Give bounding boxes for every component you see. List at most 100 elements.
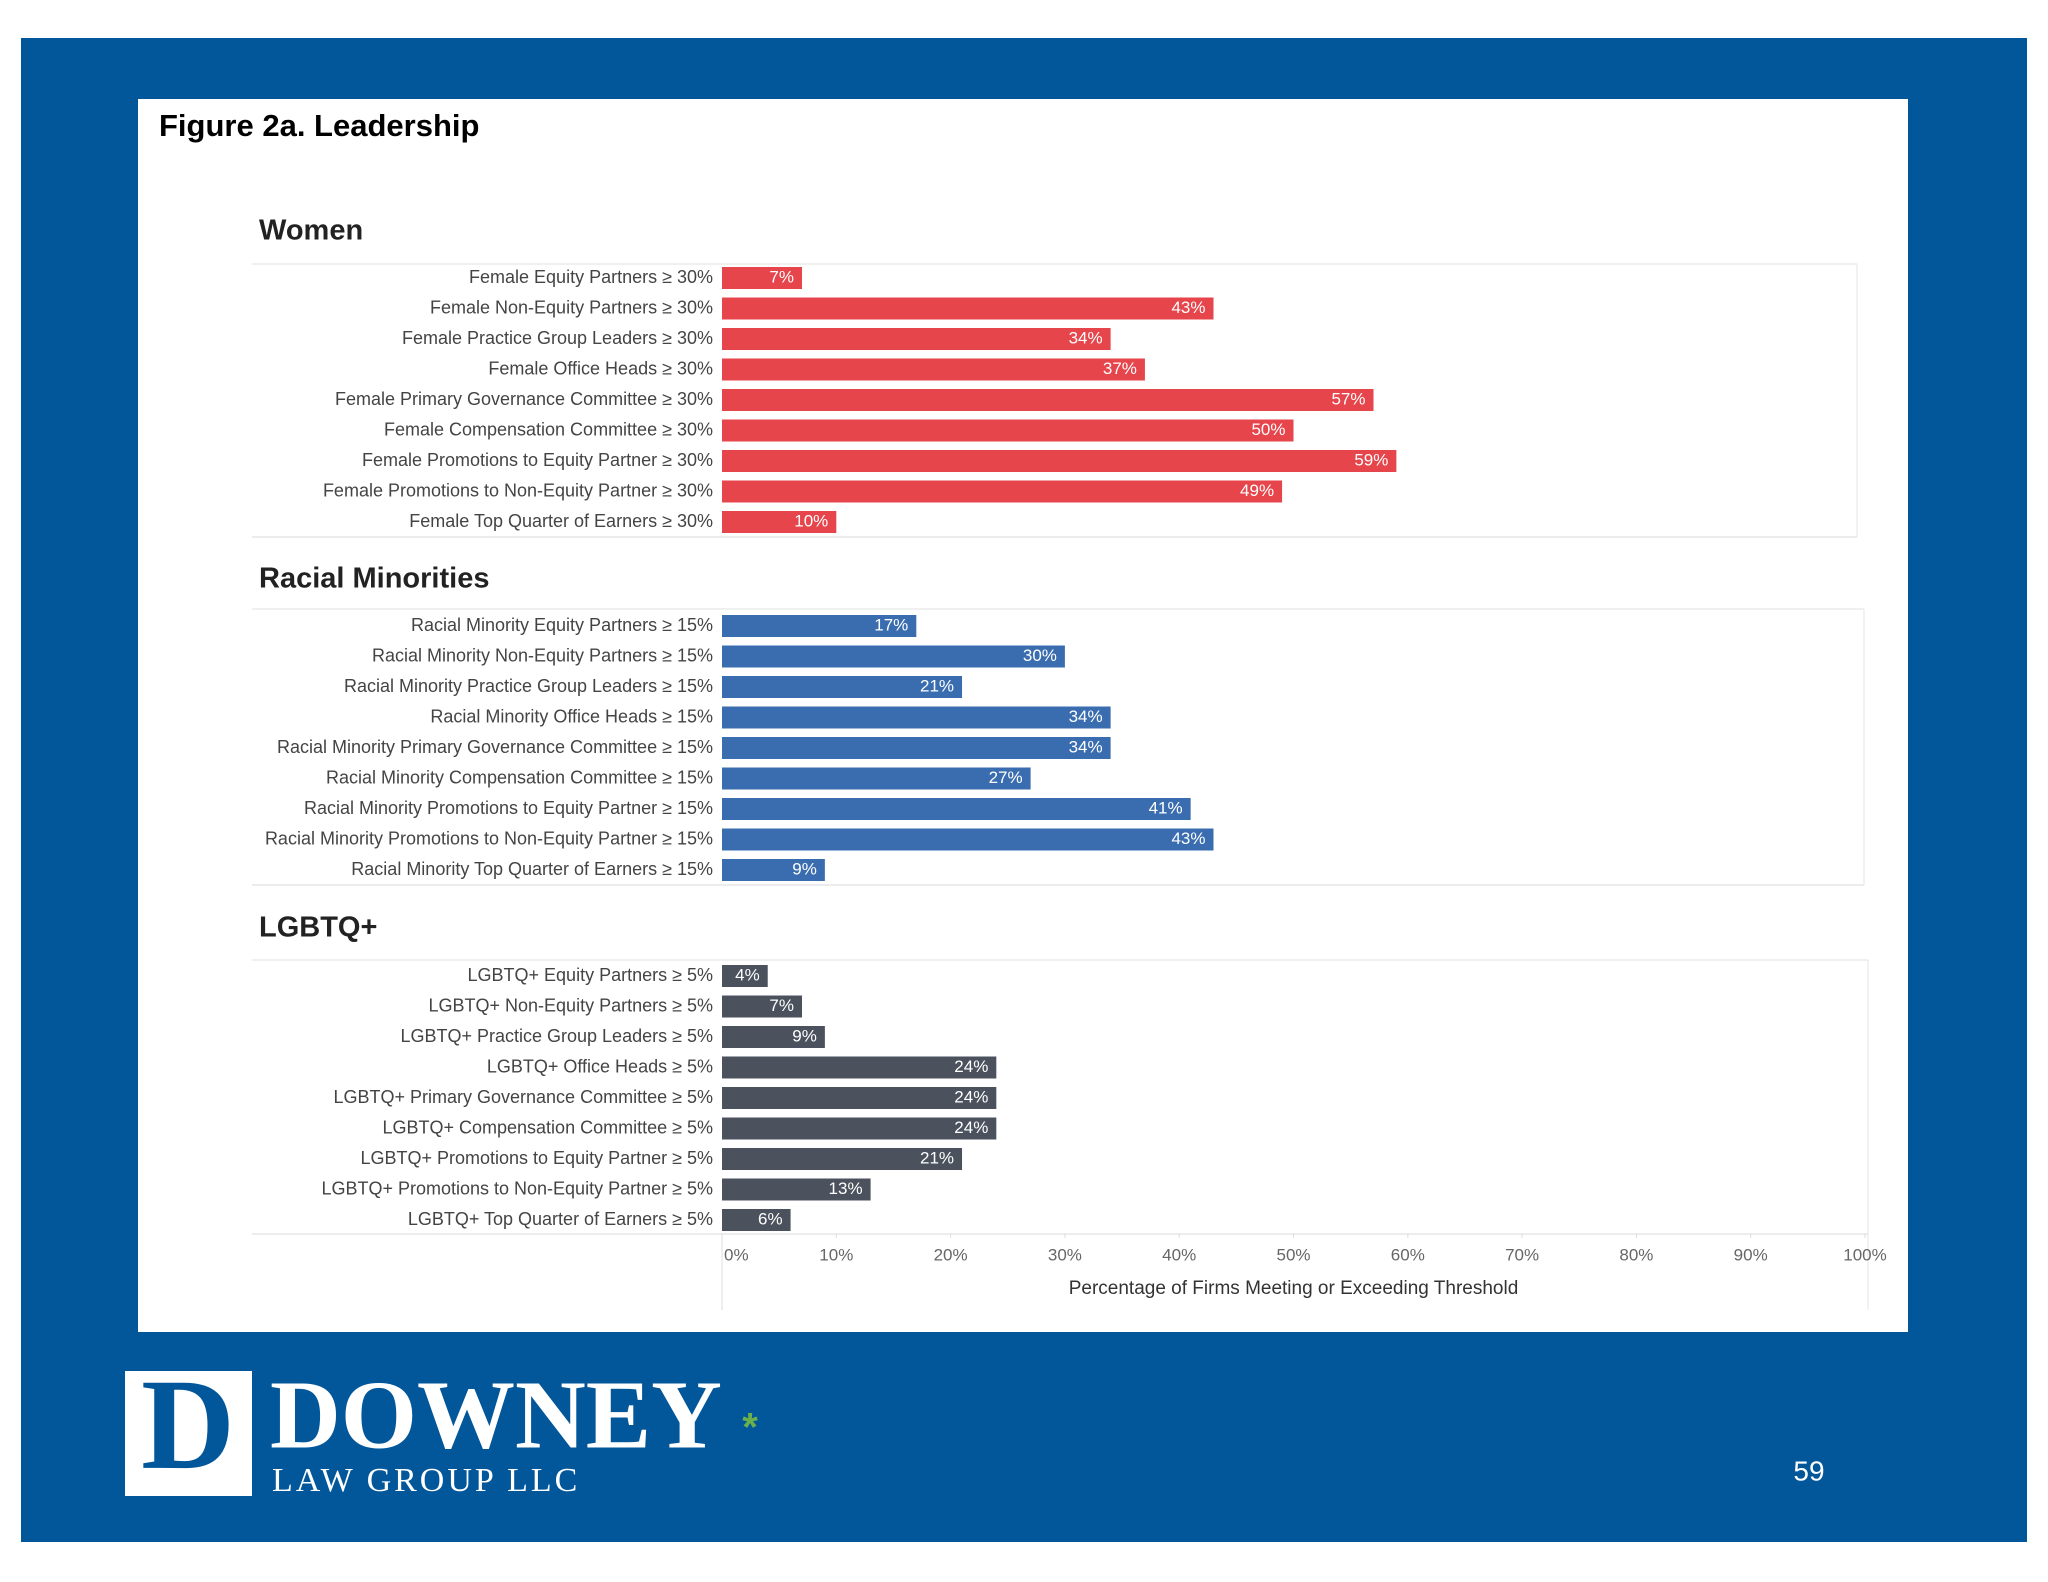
bar xyxy=(722,965,768,987)
bar xyxy=(722,737,1111,759)
value-label: 27% xyxy=(989,768,1023,787)
category-label: Racial Minority Primary Governance Commi… xyxy=(277,737,713,757)
category-label: LGBTQ+ Promotions to Equity Partner ≥ 5% xyxy=(360,1148,713,1168)
x-tick-label: 40% xyxy=(1162,1245,1196,1264)
category-label: Female Primary Governance Committee ≥ 30… xyxy=(335,389,713,409)
bar xyxy=(722,1178,871,1201)
bar xyxy=(722,859,825,881)
category-label: Female Promotions to Equity Partner ≥ 30… xyxy=(362,450,713,470)
bar xyxy=(722,615,917,637)
x-tick-label: 30% xyxy=(1048,1245,1082,1264)
page-number: 59 xyxy=(1793,1455,1824,1486)
category-label: LGBTQ+ Non-Equity Partners ≥ 5% xyxy=(429,995,714,1015)
category-label: Racial Minority Promotions to Equity Par… xyxy=(304,798,713,818)
x-tick-label: 60% xyxy=(1391,1245,1425,1264)
bar xyxy=(722,1087,997,1109)
company-subtitle: LAW GROUP LLC xyxy=(272,1462,580,1499)
bar xyxy=(722,1148,963,1170)
section-title: LGBTQ+ xyxy=(259,912,377,944)
bar xyxy=(722,798,1191,820)
value-label: 34% xyxy=(1069,328,1103,347)
section-title: Women xyxy=(259,215,363,247)
x-tick-label: 100% xyxy=(1843,1245,1886,1264)
category-label: LGBTQ+ Promotions to Non-Equity Partner … xyxy=(321,1178,713,1198)
bar xyxy=(722,1026,825,1048)
category-label: Racial Minority Promotions to Non-Equity… xyxy=(265,828,713,848)
value-label: 24% xyxy=(954,1087,988,1106)
value-label: 24% xyxy=(954,1118,988,1137)
value-label: 21% xyxy=(920,1148,954,1167)
category-label: Female Equity Partners ≥ 30% xyxy=(469,267,713,287)
value-label: 30% xyxy=(1023,646,1057,665)
bar xyxy=(722,1117,997,1140)
category-label: Racial Minority Equity Partners ≥ 15% xyxy=(411,615,713,635)
bar xyxy=(722,645,1065,668)
value-label: 9% xyxy=(792,1026,817,1045)
category-label: Racial Minority Top Quarter of Earners ≥… xyxy=(351,859,713,879)
bar xyxy=(722,995,803,1018)
x-tick-label: 50% xyxy=(1276,1245,1310,1264)
bar xyxy=(722,358,1145,381)
category-label: Female Practice Group Leaders ≥ 30% xyxy=(402,328,713,348)
x-tick-label: 80% xyxy=(1619,1245,1653,1264)
bar xyxy=(722,828,1214,851)
category-label: Female Non-Equity Partners ≥ 30% xyxy=(430,297,713,317)
bar xyxy=(722,1056,997,1079)
value-label: 21% xyxy=(920,676,954,695)
category-label: LGBTQ+ Compensation Committee ≥ 5% xyxy=(382,1117,713,1137)
x-tick-label: 70% xyxy=(1505,1245,1539,1264)
value-label: 43% xyxy=(1171,298,1205,317)
category-label: Racial Minority Office Heads ≥ 15% xyxy=(430,706,713,726)
category-label: LGBTQ+ Top Quarter of Earners ≥ 5% xyxy=(408,1209,713,1229)
figure-title: Figure 2a. Leadership xyxy=(159,108,479,143)
logo-mark: * xyxy=(742,1406,758,1450)
bar xyxy=(722,267,803,289)
value-label: 17% xyxy=(874,615,908,634)
bar xyxy=(722,511,837,533)
value-label: 13% xyxy=(829,1179,863,1198)
value-label: 10% xyxy=(794,511,828,530)
category-label: Racial Minority Non-Equity Partners ≥ 15… xyxy=(372,645,713,665)
value-label: 50% xyxy=(1251,420,1285,439)
category-label: Female Compensation Committee ≥ 30% xyxy=(384,419,713,439)
category-label: Racial Minority Practice Group Leaders ≥… xyxy=(344,676,713,696)
category-label: LGBTQ+ Equity Partners ≥ 5% xyxy=(468,965,713,985)
category-label: Female Top Quarter of Earners ≥ 30% xyxy=(409,511,713,531)
value-label: 59% xyxy=(1354,450,1388,469)
bar xyxy=(722,480,1283,503)
value-label: 49% xyxy=(1240,481,1274,500)
logo-box xyxy=(125,1371,252,1496)
category-label: Racial Minority Compensation Committee ≥… xyxy=(326,767,713,787)
bar xyxy=(722,389,1374,411)
bar xyxy=(722,328,1111,350)
x-tick-label: 10% xyxy=(819,1245,853,1264)
bar xyxy=(722,767,1031,790)
x-tick-label: 20% xyxy=(934,1245,968,1264)
value-label: 34% xyxy=(1069,707,1103,726)
value-label: 4% xyxy=(735,965,760,984)
x-axis-title: Percentage of Firms Meeting or Exceeding… xyxy=(1069,1278,1519,1299)
bar xyxy=(722,676,963,698)
plot: Women Female Equity Partners ≥ 30% 7% Femal… xyxy=(252,215,1887,1310)
section-title: Racial Minorities xyxy=(259,563,489,595)
bar xyxy=(722,419,1294,442)
category-label: LGBTQ+ Office Heads ≥ 5% xyxy=(487,1056,713,1076)
company-name: DOWNEY xyxy=(270,1361,722,1469)
value-label: 6% xyxy=(758,1209,783,1228)
value-label: 7% xyxy=(769,996,794,1015)
value-label: 37% xyxy=(1103,359,1137,378)
category-label: Female Office Heads ≥ 30% xyxy=(488,358,713,378)
value-label: 7% xyxy=(769,267,794,286)
category-label: Female Promotions to Non-Equity Partner … xyxy=(323,480,713,500)
value-label: 24% xyxy=(954,1057,988,1076)
value-label: 41% xyxy=(1149,798,1183,817)
bar xyxy=(722,297,1214,320)
category-label: LGBTQ+ Practice Group Leaders ≥ 5% xyxy=(400,1026,713,1046)
bar xyxy=(722,706,1111,729)
value-label: 43% xyxy=(1171,829,1205,848)
x-tick-label: 90% xyxy=(1734,1245,1768,1264)
x-tick-label: 0% xyxy=(724,1245,749,1264)
value-label: 57% xyxy=(1331,389,1365,408)
bar xyxy=(722,1209,791,1231)
